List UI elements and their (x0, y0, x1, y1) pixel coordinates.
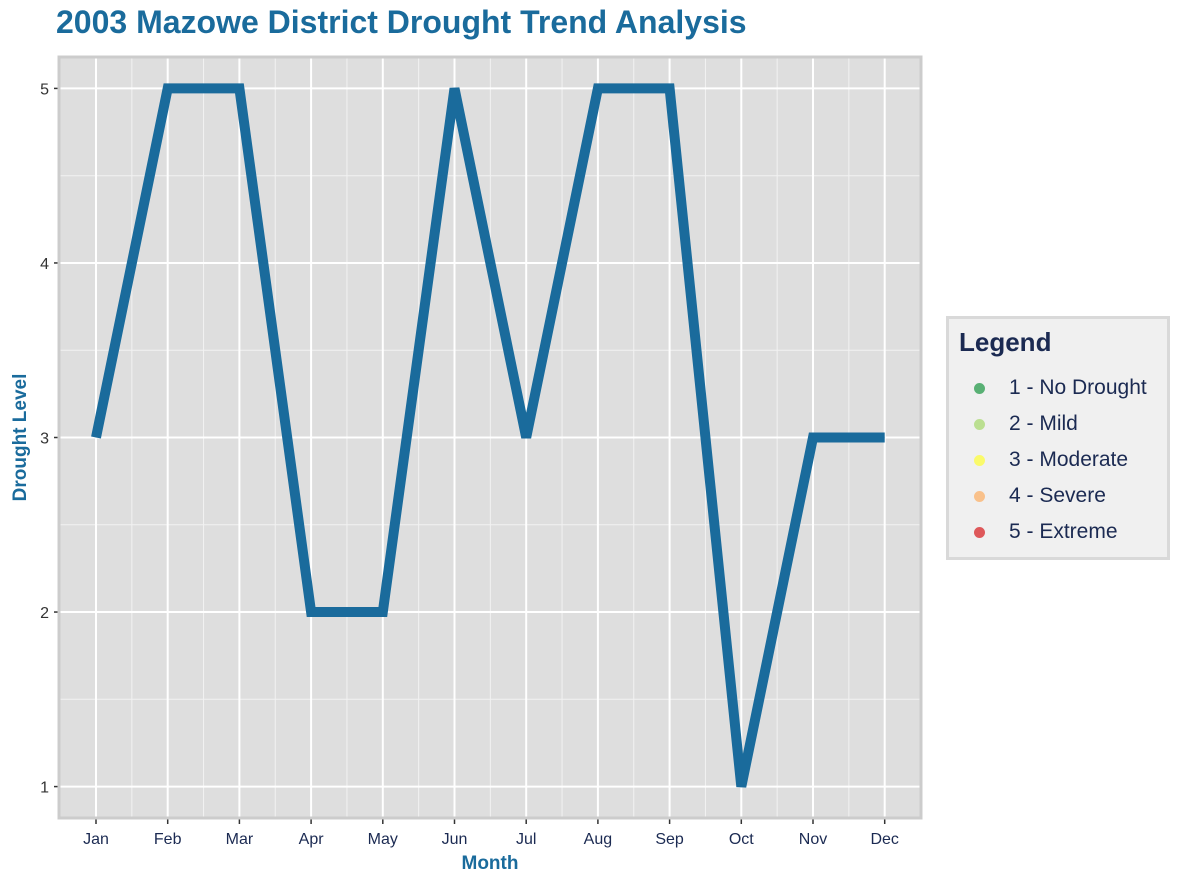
legend-label-mild: 2 - Mild (1009, 412, 1078, 435)
y-tick-label: 5 (40, 81, 49, 98)
legend-dot-mild (974, 419, 985, 430)
x-tick-label: Nov (799, 831, 827, 848)
legend-label-extreme: 5 - Extreme (1009, 520, 1118, 543)
x-tick-label: Apr (299, 831, 325, 848)
legend-label-moderate: 3 - Moderate (1009, 448, 1129, 471)
legend-item-no-drought: 1 - No Drought (949, 371, 1169, 407)
y-tick-label: 1 (40, 780, 49, 797)
x-tick-label: Mar (226, 831, 254, 848)
drought-level-series-line (91, 83, 885, 788)
legend-box: Legend 1 - No Drought 2 - Mild 3 - Moder… (946, 316, 1170, 560)
x-tick-label: Aug (584, 831, 612, 848)
legend-item-severe: 4 - Severe (949, 479, 1169, 515)
legend-label-no-drought: 1 - No Drought (1009, 376, 1147, 399)
x-tick-label: Jul (516, 831, 536, 848)
y-tick-label: 4 (40, 256, 49, 273)
x-tick-label: Feb (154, 831, 182, 848)
legend-item-extreme: 5 - Extreme (949, 515, 1169, 551)
x-tick-label: Jun (442, 831, 468, 848)
x-tick-label: Oct (729, 831, 754, 848)
legend-item-moderate: 3 - Moderate (949, 443, 1169, 479)
y-axis-title: Drought Level (10, 374, 31, 502)
legend-label-severe: 4 - Severe (1009, 484, 1106, 507)
y-tick-label: 3 (40, 431, 49, 448)
x-tick-label: Sep (655, 831, 684, 848)
legend-dot-extreme (974, 527, 985, 538)
x-axis-title: Month (462, 853, 519, 874)
legend-dot-severe (974, 491, 985, 502)
x-tick-label: May (368, 831, 398, 848)
y-tick-label: 2 (40, 605, 49, 622)
x-tick-label: Jan (83, 831, 109, 848)
chart-title: 2003 Mazowe District Drought Trend Analy… (56, 4, 747, 40)
legend-title: Legend (959, 327, 1052, 357)
legend-dot-moderate (974, 455, 985, 466)
legend-item-mild: 2 - Mild (949, 407, 1169, 443)
legend-dot-no-drought (974, 383, 985, 394)
x-tick-label: Dec (870, 831, 898, 848)
